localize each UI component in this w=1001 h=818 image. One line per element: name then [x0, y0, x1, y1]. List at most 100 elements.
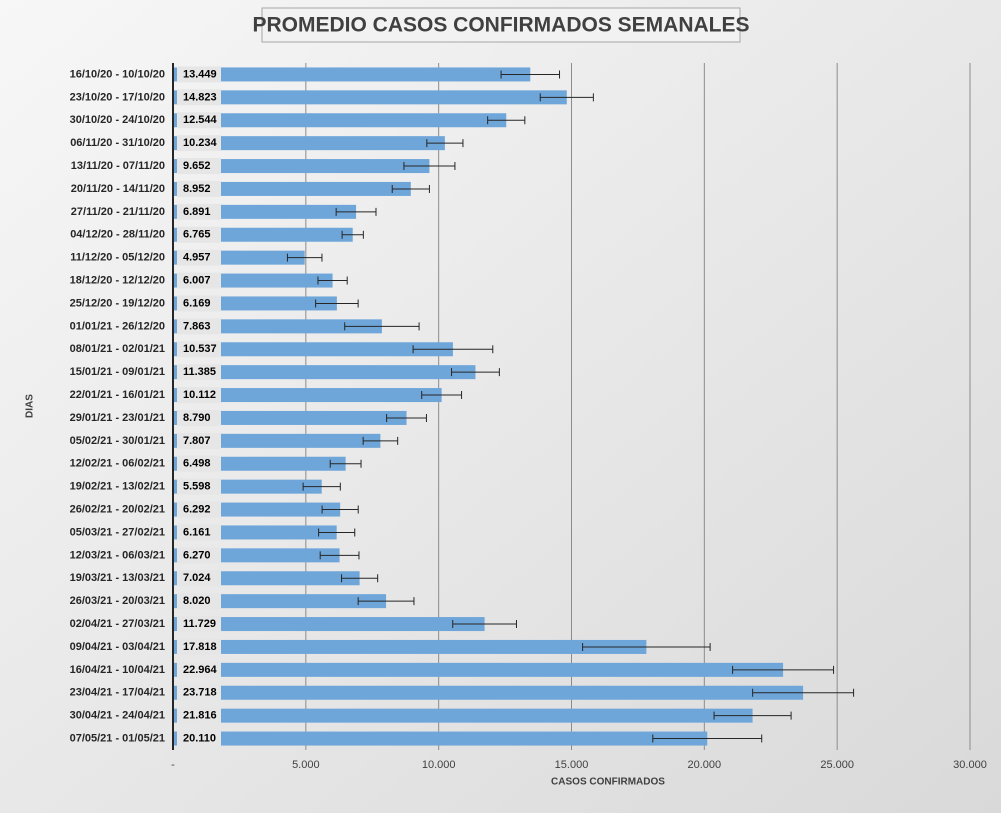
bar	[173, 365, 476, 380]
data-label-box	[177, 501, 221, 518]
y-tick-label: 26/03/21 - 20/03/21	[70, 595, 165, 607]
data-label: 8.952	[183, 183, 211, 195]
error-bar	[752, 688, 855, 697]
data-label: 17.818	[183, 641, 217, 653]
data-label: 11.729	[183, 618, 216, 630]
bar	[173, 594, 387, 609]
x-axis-title: CASOS CONFIRMADOS	[551, 777, 665, 788]
data-label-box	[177, 478, 221, 495]
error-bar	[329, 459, 362, 468]
x-tick-label: 30.000	[953, 759, 987, 771]
y-tick-label: 23/10/20 - 17/10/20	[70, 91, 165, 103]
y-tick-label: 27/11/20 - 21/11/20	[71, 206, 165, 218]
data-label: 22.964	[183, 664, 218, 676]
data-label-box	[177, 432, 221, 449]
y-tick-label: 05/03/21 - 27/02/21	[70, 526, 165, 538]
y-tick-label: 05/02/21 - 30/01/21	[70, 435, 165, 447]
bar	[173, 181, 411, 196]
data-label: 6.007	[183, 274, 211, 286]
bar	[173, 662, 784, 677]
data-label-box	[177, 593, 221, 610]
y-tick-label: 25/12/20 - 19/12/20	[70, 297, 165, 309]
chart-title: PROMEDIO CASOS CONFIRMADOS SEMANALES	[252, 14, 749, 37]
data-label-box	[177, 135, 221, 152]
data-label-box	[177, 66, 221, 83]
y-tick-label: 30/04/21 - 24/04/21	[70, 710, 165, 722]
data-label: 4.957	[183, 252, 211, 264]
data-label: 5.598	[183, 481, 211, 493]
y-tick-label: 08/01/21 - 02/01/21	[70, 343, 165, 355]
x-tick-label: 10.000	[422, 759, 456, 771]
data-label-box	[177, 661, 221, 678]
bar	[173, 159, 430, 174]
error-bar	[451, 368, 500, 377]
x-tick-label: 25.000	[820, 759, 854, 771]
data-label: 13.449	[183, 68, 217, 80]
y-tick-label: 07/05/21 - 01/05/21	[70, 732, 165, 744]
y-tick-label: 11/12/20 - 05/12/20	[70, 252, 165, 264]
y-tick-label: 19/03/21 - 13/03/21	[70, 572, 165, 584]
x-tick-label: 5.000	[292, 759, 320, 771]
data-label-box	[177, 89, 221, 106]
y-tick-label: 06/11/20 - 31/10/20	[70, 137, 165, 149]
y-tick-label: 18/12/20 - 12/12/20	[70, 274, 165, 286]
error-bar	[426, 139, 464, 148]
title-box	[261, 7, 741, 43]
error-bar	[318, 528, 356, 537]
bar	[173, 342, 453, 357]
data-label-box	[177, 203, 221, 220]
data-label: 6.169	[183, 297, 211, 309]
error-bar	[362, 436, 399, 445]
data-label-box	[177, 249, 221, 266]
data-label: 7.024	[183, 572, 211, 584]
data-label-box	[177, 547, 221, 564]
data-label-box	[177, 409, 221, 426]
bar	[173, 433, 381, 448]
data-label-box	[177, 180, 221, 197]
data-label-box	[177, 158, 221, 175]
error-bar	[732, 665, 835, 674]
data-label: 6.161	[183, 526, 211, 538]
y-tick-label: 22/01/21 - 16/01/21	[70, 389, 165, 401]
data-label-box	[177, 684, 221, 701]
bar	[173, 708, 753, 723]
error-bar	[286, 253, 323, 262]
error-bar	[487, 116, 526, 125]
x-tick-label: -	[171, 759, 175, 771]
error-bar	[412, 345, 494, 354]
y-tick-label: 30/10/20 - 24/10/20	[70, 114, 165, 126]
bar	[173, 319, 382, 334]
error-bar	[452, 620, 517, 629]
y-tick-label: 01/01/21 - 26/12/20	[70, 320, 165, 332]
error-bar	[319, 551, 360, 560]
bar	[173, 113, 507, 128]
error-bar	[500, 70, 561, 79]
bar	[173, 136, 445, 151]
data-label: 8.020	[183, 595, 211, 607]
data-label: 8.790	[183, 412, 211, 424]
data-label: 11.385	[183, 366, 216, 378]
error-bar	[713, 711, 792, 720]
bar	[173, 639, 647, 654]
error-bar	[357, 597, 415, 606]
data-label-box	[177, 341, 221, 358]
error-bar	[403, 162, 456, 171]
error-bar	[344, 322, 420, 331]
data-label-box	[177, 364, 221, 381]
data-label: 10.234	[183, 137, 218, 149]
error-bar	[539, 93, 594, 102]
error-bar	[302, 482, 341, 491]
bar	[173, 410, 407, 425]
data-label: 6.765	[183, 229, 211, 241]
y-tick-label: 23/04/21 - 17/04/21	[70, 687, 165, 699]
data-label-box	[177, 387, 221, 404]
data-label-box	[177, 112, 221, 129]
y-axis-title: DIAS	[25, 394, 36, 418]
data-label-box	[177, 638, 221, 655]
data-label: 6.270	[183, 549, 211, 561]
y-tick-label: 09/04/21 - 03/04/21	[70, 641, 165, 653]
y-tick-label: 12/02/21 - 06/02/21	[70, 458, 165, 470]
error-bar	[341, 230, 364, 239]
data-label: 9.652	[183, 160, 211, 172]
y-tick-label: 16/04/21 - 10/04/21	[70, 664, 165, 676]
